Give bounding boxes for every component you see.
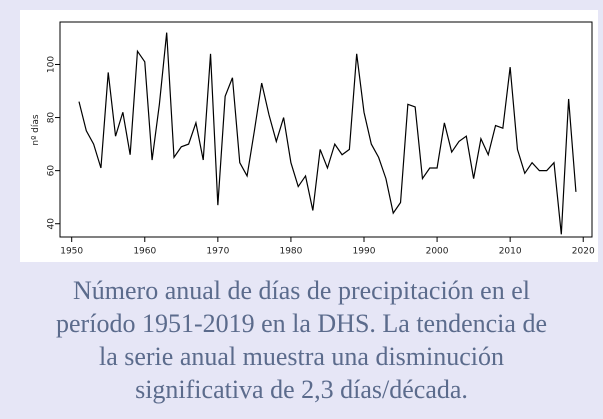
chart: nº días 40 60 80 100 1950 1960 1970 1980 1990 200…: [20, 10, 598, 262]
x-tick-label: 2010: [499, 247, 522, 257]
caption: Número anual de días de precipitación en…: [0, 274, 603, 406]
plot-frame: [59, 21, 593, 238]
x-tick-label: 1990: [353, 247, 376, 257]
caption-line: significativa de 2,3 días/década.: [135, 375, 468, 404]
y-tick-label: 80: [47, 112, 57, 124]
y-axis-label: nº días: [31, 114, 41, 146]
caption-line: Número anual de días de precipitación en…: [73, 276, 530, 305]
x-tick-label: 1980: [279, 247, 302, 257]
y-tick-label: 100: [47, 56, 57, 73]
y-tick-label: 60: [47, 165, 57, 177]
x-tick-label: 2000: [426, 247, 449, 257]
data-line: [78, 32, 577, 235]
x-tick-label: 2020: [572, 247, 595, 257]
x-tick-label: 1970: [206, 247, 229, 257]
x-tick-label: 1960: [133, 247, 156, 257]
caption-line: la serie anual muestra una disminución: [98, 342, 505, 371]
y-tick-label: 40: [47, 218, 57, 230]
x-tick-label: 1950: [60, 247, 83, 257]
chart-background: [20, 10, 598, 262]
caption-line: período 1951-2019 en la DHS. La tendenci…: [56, 309, 547, 338]
